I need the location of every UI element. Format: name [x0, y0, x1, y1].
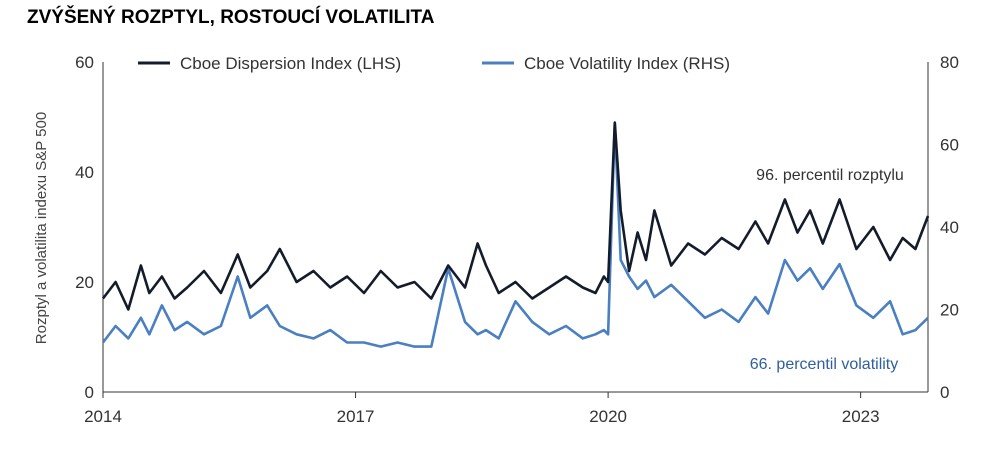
y-left-tick-label: 20 — [75, 273, 94, 292]
chart-title: ZVÝŠENÝ ROZPTYL, ROSTOUCÍ VOLATILITA — [27, 7, 435, 28]
x-tick-label: 2020 — [589, 407, 627, 426]
y-right-tick-label: 20 — [940, 301, 959, 320]
series-line-volatility — [101, 122, 929, 348]
y-right-tick-label: 0 — [940, 383, 949, 402]
annotation-dispersion-percentile: 96. percentil rozptylu — [756, 167, 904, 184]
y-left-tick-label: 0 — [85, 383, 94, 402]
x-tick-label: 2017 — [337, 407, 375, 426]
y-left-tick-label: 60 — [75, 53, 94, 72]
x-tick-label: 2023 — [842, 407, 880, 426]
legend-label-volatility: Cboe Volatility Index (RHS) — [524, 54, 730, 73]
annotation-volatility-percentile: 66. percentil volatility — [750, 356, 899, 373]
x-tick-label: 2014 — [84, 407, 122, 426]
y-left-tick-label: 40 — [75, 163, 94, 182]
series-line-dispersion — [101, 121, 930, 311]
y-right-tick-label: 40 — [940, 218, 959, 237]
legend-label-dispersion: Cboe Dispersion Index (LHS) — [180, 54, 401, 73]
y-right-tick-label: 60 — [940, 136, 959, 155]
legend: Cboe Dispersion Index (LHS) Cboe Volatil… — [138, 54, 730, 73]
y-axis-label: Rozptyl a volatilita indexu S&P 500 — [33, 112, 50, 344]
y-right-tick-label: 80 — [940, 53, 959, 72]
